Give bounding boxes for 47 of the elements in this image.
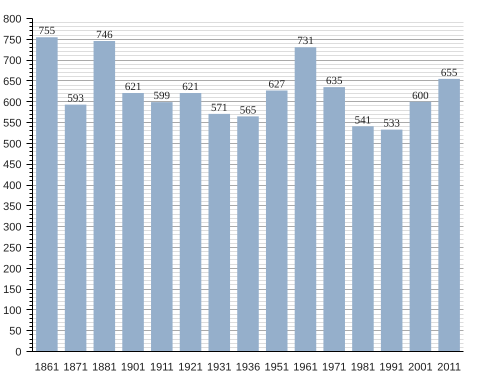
y-tick-label: 600 [3, 96, 22, 109]
data-label: 571 [211, 102, 228, 114]
data-label: 621 [182, 81, 199, 94]
x-tick-label: 2001 [408, 362, 433, 373]
data-label: 755 [38, 25, 56, 38]
y-tick-label: 650 [3, 76, 22, 88]
data-label: 746 [96, 28, 114, 41]
y-tick-label: 250 [3, 242, 22, 254]
y-tick-label: 800 [3, 14, 22, 26]
x-tick-label: 1921 [178, 362, 203, 373]
data-label: 621 [124, 81, 142, 94]
y-tick-label: 150 [3, 284, 22, 296]
x-tick-label: 1911 [150, 362, 174, 373]
x-tick-label: 1901 [120, 362, 146, 373]
y-tick-label: 750 [3, 34, 22, 46]
x-tick-label: 1961 [293, 362, 318, 373]
data-label: 731 [297, 35, 314, 48]
y-tick-label: 300 [3, 222, 22, 234]
x-tick-label: 1881 [92, 362, 117, 373]
x-tick-label: 1981 [350, 362, 376, 373]
x-tick-label: 1991 [379, 362, 404, 373]
data-label: 565 [240, 104, 257, 116]
y-tick-label: 700 [3, 55, 22, 68]
y-tick-label: 50 [9, 326, 22, 338]
x-tick-label: 2011 [437, 362, 461, 373]
x-tick-label: 1871 [63, 362, 88, 373]
x-tick-label: 1971 [322, 362, 346, 373]
data-label: 599 [154, 90, 171, 102]
x-tick-label: 1861 [34, 362, 60, 373]
y-tick-label: 100 [3, 304, 22, 317]
x-tick-label: 1936 [236, 362, 260, 373]
y-tick-label: 350 [3, 200, 22, 213]
y-tick-label: 550 [3, 118, 22, 130]
x-tick-label: 1951 [264, 362, 289, 373]
y-tick-label: 500 [3, 138, 22, 150]
y-tick-label: 200 [3, 263, 22, 276]
data-label: 635 [326, 75, 343, 88]
data-label: 600 [412, 90, 430, 102]
data-label: 655 [440, 66, 458, 79]
y-tick-label: 0 [15, 346, 22, 358]
y-tick-label: 400 [3, 180, 22, 192]
data-label: 541 [354, 114, 372, 126]
data-label: 593 [67, 92, 84, 105]
y-tick-label: 450 [3, 159, 22, 172]
data-label: 533 [383, 118, 400, 130]
x-tick-label: 1931 [207, 362, 232, 373]
data-label: 627 [268, 78, 286, 91]
